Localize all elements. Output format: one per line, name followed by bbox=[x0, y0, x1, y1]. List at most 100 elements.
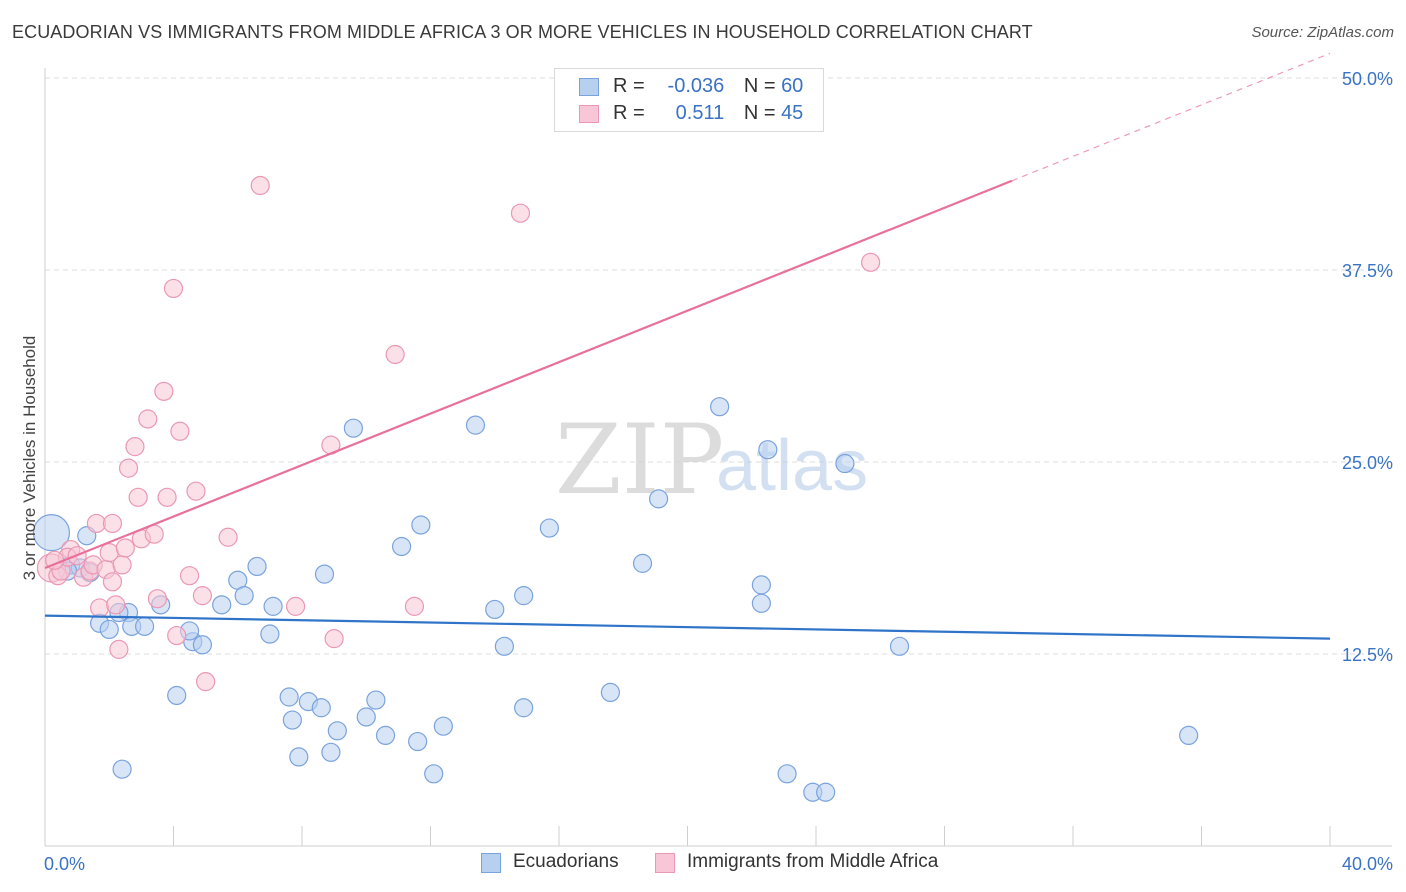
trend-layer bbox=[44, 52, 1331, 640]
ecuadorian-point bbox=[514, 698, 534, 718]
middle-africa-point bbox=[167, 625, 187, 646]
ecuadorian-point bbox=[539, 518, 559, 538]
legend-r-value: 0.511 bbox=[675, 102, 725, 124]
ecuadorian-point bbox=[751, 575, 771, 595]
middle-africa-point bbox=[86, 513, 107, 534]
ecuadorian-point bbox=[279, 687, 299, 707]
legend-r-label: R = bbox=[613, 75, 645, 97]
ecuadorian-point bbox=[835, 453, 855, 474]
middle-africa-point bbox=[147, 589, 168, 609]
chart-source: Source: ZipAtlas.com bbox=[1251, 24, 1394, 41]
ecuadorian-point bbox=[282, 710, 302, 730]
ecuadorian-point bbox=[99, 619, 119, 640]
middle-africa-point bbox=[138, 409, 158, 429]
legend-r-value: -0.036 bbox=[667, 75, 725, 97]
tick-label-layer: 12.5% 25.0% 37.5% 50.0% 0.0% 40.0% bbox=[44, 69, 1393, 874]
ecuadorian-point bbox=[321, 742, 341, 762]
watermark: ZIP atlas bbox=[555, 404, 868, 516]
x-tick-label: 40.0% bbox=[1342, 854, 1393, 874]
ecuadorian-point bbox=[710, 397, 730, 417]
ecuadorian-point bbox=[465, 415, 486, 435]
legend-swatch-blue bbox=[579, 78, 599, 96]
ecuadorian-point bbox=[289, 747, 309, 767]
y-tick-label: 25.0% bbox=[1342, 453, 1393, 473]
middle-africa-point bbox=[324, 629, 344, 649]
middle-africa-point bbox=[192, 586, 213, 606]
y-tick-label: 12.5% bbox=[1342, 645, 1393, 665]
ecuadorian-point bbox=[366, 690, 386, 710]
ecuadorian-point bbox=[247, 556, 267, 577]
middle-africa-point bbox=[250, 175, 270, 196]
middle-africa-point bbox=[179, 566, 200, 586]
middle-africa-point bbox=[218, 527, 238, 547]
ecuadorian-point bbox=[632, 553, 653, 573]
middle-africa-point bbox=[125, 437, 145, 457]
grid-layer bbox=[45, 77, 1392, 655]
ecuadorian-point bbox=[134, 616, 155, 636]
legend-n-label: N = bbox=[743, 75, 776, 97]
middle-africa-point bbox=[102, 513, 123, 534]
ecuadorian-point bbox=[311, 698, 331, 718]
ecuadorian-point bbox=[263, 596, 283, 616]
middle-africa-trend-line bbox=[44, 179, 1013, 570]
ecuadorian-point bbox=[411, 515, 431, 535]
middle-africa-point bbox=[861, 252, 881, 272]
middle-africa-point bbox=[404, 596, 425, 616]
middle-africa-point bbox=[90, 598, 110, 618]
middle-africa-point bbox=[157, 487, 177, 507]
middle-africa-point bbox=[163, 278, 184, 299]
ecuadorian-point bbox=[32, 514, 71, 552]
middle-africa-point bbox=[109, 639, 129, 659]
ecuadorian-point bbox=[816, 782, 836, 802]
middle-africa-point bbox=[106, 595, 126, 615]
middle-africa-point bbox=[186, 481, 206, 501]
ecuadorian-point bbox=[314, 564, 335, 584]
ecuadorian-point bbox=[212, 595, 232, 615]
ecuadorian-point bbox=[343, 418, 363, 438]
legend-swatch-pink bbox=[579, 105, 599, 123]
middle-africa-point bbox=[102, 572, 123, 592]
legend-swatch-ecuadorians bbox=[481, 853, 501, 873]
middle-africa-point bbox=[196, 672, 216, 692]
ecuadorian-point bbox=[112, 759, 132, 779]
ecuadorian-point bbox=[167, 685, 187, 706]
ecuadorian-point bbox=[234, 586, 254, 606]
ecuadorian-trend-line bbox=[44, 614, 1331, 640]
ecuadorian-point bbox=[648, 489, 669, 509]
ecuadorian-point bbox=[485, 599, 505, 620]
middle-africa-point bbox=[128, 487, 148, 507]
ecuadorian-point bbox=[889, 636, 910, 656]
watermark-zip: ZIP bbox=[555, 404, 724, 516]
axis-layer bbox=[44, 68, 1392, 847]
ecuadorian-point bbox=[494, 636, 514, 656]
ecuadorian-point bbox=[327, 721, 347, 741]
middle-africa-point bbox=[285, 596, 306, 616]
ecuadorian-point bbox=[391, 536, 412, 557]
middle-africa-point bbox=[112, 555, 132, 575]
x-tick-label: 0.0% bbox=[44, 854, 85, 874]
ecuadorian-point bbox=[758, 440, 778, 460]
middle-africa-point bbox=[385, 344, 405, 365]
ecuadorian-point bbox=[433, 716, 453, 736]
legend-r-label: R = bbox=[613, 102, 645, 124]
ecuadorian-point bbox=[751, 593, 771, 613]
ecuadorian-point bbox=[408, 731, 428, 752]
y-tick-label: 37.5% bbox=[1342, 261, 1393, 281]
y-axis-label: 3 or more Vehicles in Household bbox=[20, 335, 39, 581]
legend-label-ecuadorians: Ecuadorians bbox=[513, 851, 619, 872]
legend-n-label: N = bbox=[743, 102, 776, 124]
legend-swatch-middle-africa bbox=[655, 853, 675, 873]
ecuadorian-point bbox=[1179, 725, 1199, 746]
chart-title: ECUADORIAN VS IMMIGRANTS FROM MIDDLE AFR… bbox=[12, 22, 1033, 42]
ecuadorian-point bbox=[777, 764, 797, 784]
ecuadorian-point bbox=[356, 707, 376, 727]
middle-africa-point bbox=[170, 421, 190, 441]
series-legend: Ecuadorians Immigrants from Middle Afric… bbox=[0, 851, 1406, 877]
legend-label-middle-africa: Immigrants from Middle Africa bbox=[687, 851, 939, 872]
y-tick-label: 50.0% bbox=[1342, 69, 1393, 89]
correlation-legend: R = -0.036 N = 60 R = 0.511 N = 45 bbox=[554, 68, 824, 132]
legend-n-value: 45 bbox=[781, 102, 804, 124]
ecuadorian-point bbox=[514, 586, 534, 606]
middle-africa-point bbox=[510, 203, 531, 223]
